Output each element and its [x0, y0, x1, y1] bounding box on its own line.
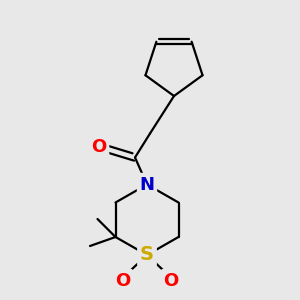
Text: N: N	[140, 176, 154, 194]
Text: O: O	[116, 272, 130, 290]
Text: O: O	[164, 272, 178, 290]
Text: O: O	[92, 138, 106, 156]
Text: S: S	[140, 245, 154, 265]
